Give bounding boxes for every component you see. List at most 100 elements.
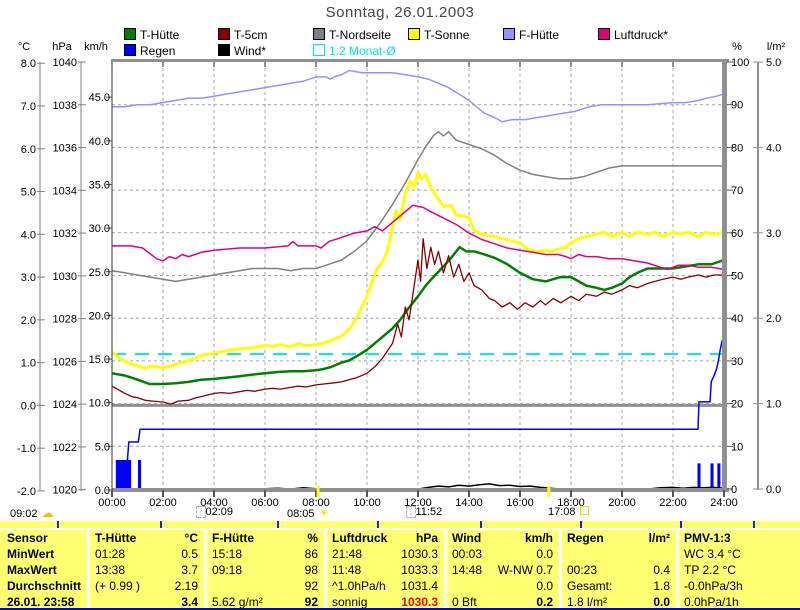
axis-tick-label: 5.0 xyxy=(766,57,781,69)
axis-tick-label: 1026 xyxy=(53,356,77,368)
axis-tick-label: 15.0 xyxy=(89,354,110,366)
legend-swatch-icon xyxy=(313,44,325,56)
band-tick xyxy=(57,521,59,528)
axis-tick-label: hPa xyxy=(52,41,72,53)
legend-label: 1.2 Monat-Ø xyxy=(329,44,396,58)
axis-tick-label: 20.0 xyxy=(89,310,110,322)
sun-time-item: 09:02 ☁ xyxy=(10,506,54,520)
axis-tick-label: 1022 xyxy=(53,442,77,454)
sun-time-item: 17:08 xyxy=(548,506,589,518)
axis-tick-label: 5.0 xyxy=(95,441,110,453)
axis-tick-label: 50 xyxy=(731,271,743,283)
axis-tick-label: 2.0 xyxy=(766,313,781,325)
axis-tick-label: 5.0 xyxy=(21,187,36,199)
cell-3-2: 0.0 xyxy=(452,578,553,594)
cell-value: 92 xyxy=(304,595,318,609)
col-header-3: Wind km/h xyxy=(452,530,553,546)
axis-tick-label: 4.0 xyxy=(766,142,781,154)
col-header-5: PMV-1:3 xyxy=(684,530,793,546)
cell-3-0: 00:03 0.0 xyxy=(452,546,553,562)
cell-text: Gesamt: xyxy=(567,579,613,593)
cell-text: 01:28 xyxy=(95,547,126,561)
column-separator xyxy=(444,530,447,608)
cell-3-1: 14:48 W-NW 0.7 xyxy=(452,562,553,578)
sun-times-row: 09:02 ☁ ↑ 02:09 08:05 ☀ ↓ 11:52 17:08 xyxy=(0,506,800,521)
cell-text: 09:18 xyxy=(212,563,243,577)
cell-5-3: 0.0hPa/1h xyxy=(684,594,793,610)
cell-2-0: 21:48 1030.3 xyxy=(332,546,438,562)
row-label-1: MinWert xyxy=(7,546,81,562)
cell-text: 0.0hPa/1h xyxy=(684,595,739,609)
legend-label: Wind* xyxy=(234,44,267,58)
cell-text: ^1.0hPa/h xyxy=(332,579,386,593)
cell-value: 0.0 xyxy=(653,595,670,609)
row-label-0: Sensor xyxy=(7,530,81,546)
row-label-3: Durchschnitt xyxy=(7,578,81,594)
axis-tick-label: 0.0 xyxy=(95,485,110,497)
cell-value: km/h xyxy=(524,531,553,545)
axis-tick-label: 22:00 xyxy=(659,497,687,509)
cell-5-0: WC 3.4 °C xyxy=(684,546,793,562)
band-tick xyxy=(753,521,755,528)
cell-text: Durchschnitt xyxy=(7,579,82,593)
sun-time-label: 17:08 xyxy=(548,506,576,518)
sun-time-item: ↑ 02:09 xyxy=(196,506,233,518)
axis-tick-label: 06:00 xyxy=(251,497,279,509)
axis-tick-label: 1038 xyxy=(53,100,77,112)
axis-tick-label: 20:00 xyxy=(608,497,636,509)
cell-text: (+ 0.99 ) xyxy=(95,579,141,593)
series-t-h-tte xyxy=(111,245,725,386)
column-separator xyxy=(559,530,562,608)
series-t-nordseite xyxy=(111,130,724,283)
sunrise-sun-icon: ☀ xyxy=(318,506,330,520)
cell-text: 14:48 xyxy=(452,563,483,577)
cell-4-1: 00:23 0.4 xyxy=(567,562,670,578)
axis-tick-label: 4.0 xyxy=(21,229,36,241)
table-bottom-line xyxy=(0,608,800,610)
axis-tick-label: 1024 xyxy=(53,399,77,411)
axis-tick-label: 1.0 xyxy=(766,399,781,411)
axis-tick-label: 2.0 xyxy=(21,315,36,327)
cell-value: 0.5 xyxy=(181,547,198,561)
cell-text: -0.0hPa/3h xyxy=(684,579,743,593)
band-tick xyxy=(580,521,582,528)
axis-tick-label: 40 xyxy=(731,313,743,325)
band-tick xyxy=(160,521,162,528)
legend-label: Luftdruck* xyxy=(614,28,669,42)
cell-4-3: 1.8 l/m² 0.0 xyxy=(567,594,670,610)
cell-text: F-Hütte xyxy=(212,531,254,545)
rain-bar xyxy=(697,463,701,488)
cell-text: sonnig xyxy=(332,595,368,609)
cell-1-0: 15:18 86 xyxy=(212,546,318,562)
column-separator xyxy=(87,530,90,608)
moonrise-arrow-up-icon: ↑ xyxy=(196,506,206,518)
axis-tick-label: km/h xyxy=(84,41,108,53)
axis-tick-label: 16:00 xyxy=(506,497,534,509)
cell-1-2: 92 xyxy=(212,578,318,594)
cell-value: 3.4 xyxy=(181,595,198,609)
axis-tick-label: 1032 xyxy=(53,228,77,240)
plot-border-bottom xyxy=(112,488,729,492)
stats-table: Sensor MinWert MaxWert Durchschnitt 26.01. 2… xyxy=(0,530,800,610)
cell-text: 5.62 g/m² xyxy=(212,595,263,609)
twilight-square-icon xyxy=(579,506,589,515)
sun-time-label: 09:02 xyxy=(10,508,38,520)
cell-value: 1030.3 xyxy=(401,547,438,561)
legend-item-t-sonne: T-Sonne xyxy=(408,28,469,42)
sunset-arrow-down-icon: ↓ xyxy=(406,506,416,518)
rain-bar xyxy=(138,459,142,488)
series-t-5cm xyxy=(111,237,724,405)
row-label-4: 26.01. 23:58 xyxy=(7,594,81,610)
sun-time-label: 08:05 xyxy=(287,508,315,520)
axis-tick-label: 04:00 xyxy=(200,497,228,509)
axis-tick-label: 90 xyxy=(731,100,743,112)
separator-band xyxy=(0,521,800,528)
plot-border-right xyxy=(722,59,727,492)
cell-value: 0.0 xyxy=(536,579,553,593)
band-tick xyxy=(480,521,482,528)
rain-bar xyxy=(710,463,714,488)
axis-tick-label: 02:00 xyxy=(149,497,177,509)
cell-text: PMV-1:3 xyxy=(684,531,731,545)
cell-2-3: sonnig 1030.3 xyxy=(332,594,438,610)
cell-value: 1033.3 xyxy=(401,563,438,577)
